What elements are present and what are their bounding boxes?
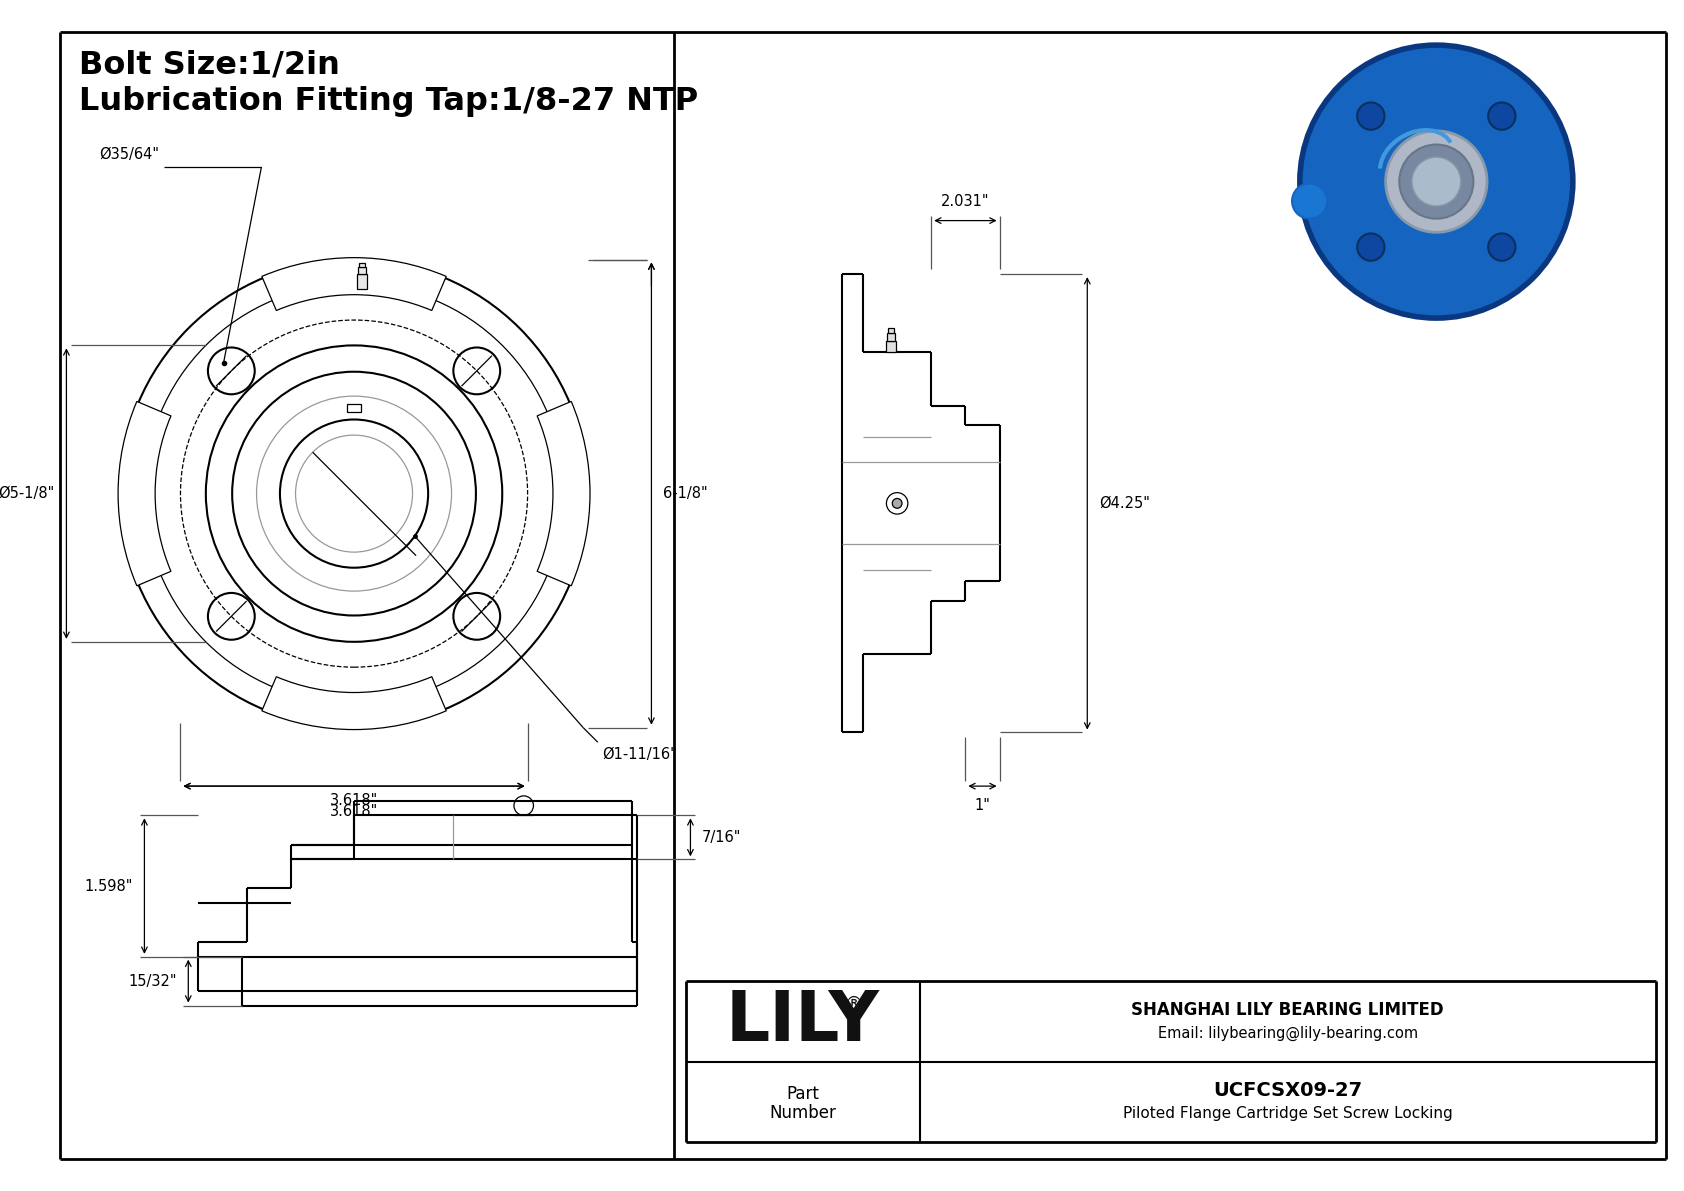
Circle shape <box>1386 131 1487 232</box>
Wedge shape <box>261 257 446 311</box>
Bar <box>347 404 360 412</box>
Bar <box>359 268 365 274</box>
Text: Email: lilybearing@lily-bearing.com: Email: lilybearing@lily-bearing.com <box>1157 1025 1418 1041</box>
Bar <box>886 341 896 353</box>
Bar <box>887 332 896 341</box>
Text: 7/16": 7/16" <box>702 830 741 844</box>
Wedge shape <box>261 676 446 730</box>
Text: Bolt Size:1/2in: Bolt Size:1/2in <box>79 50 340 81</box>
Text: Ø35/64": Ø35/64" <box>99 148 158 162</box>
Circle shape <box>1399 144 1474 219</box>
Circle shape <box>1357 102 1384 130</box>
Text: ®: ® <box>844 994 862 1012</box>
Text: 3.618": 3.618" <box>330 804 379 818</box>
Bar <box>889 328 894 332</box>
Text: 3.618": 3.618" <box>330 792 379 807</box>
Text: Part: Part <box>786 1085 818 1103</box>
Wedge shape <box>118 401 172 586</box>
Text: 2.031": 2.031" <box>941 194 990 208</box>
Wedge shape <box>537 401 589 586</box>
Circle shape <box>893 499 903 509</box>
Circle shape <box>1489 102 1516 130</box>
Text: 15/32": 15/32" <box>128 973 177 989</box>
Text: SHANGHAI LILY BEARING LIMITED: SHANGHAI LILY BEARING LIMITED <box>1132 1000 1443 1018</box>
Text: Lubrication Fitting Tap:1/8-27 NTP: Lubrication Fitting Tap:1/8-27 NTP <box>79 86 699 117</box>
Bar <box>359 262 365 268</box>
Text: Ø5-1/8": Ø5-1/8" <box>0 486 54 501</box>
Circle shape <box>1357 233 1384 261</box>
Text: 1.598": 1.598" <box>84 879 133 893</box>
Text: LILY: LILY <box>726 987 879 1055</box>
Text: Number: Number <box>770 1104 835 1122</box>
Text: 6-1/8": 6-1/8" <box>663 486 707 501</box>
Circle shape <box>1489 233 1516 261</box>
Text: 1": 1" <box>975 798 990 812</box>
Text: Ø1-11/16": Ø1-11/16" <box>603 747 677 762</box>
Bar <box>357 274 367 289</box>
Circle shape <box>1411 157 1460 206</box>
Circle shape <box>1300 45 1573 318</box>
Text: Piloted Flange Cartridge Set Screw Locking: Piloted Flange Cartridge Set Screw Locki… <box>1123 1106 1453 1121</box>
Text: UCFCSX09-27: UCFCSX09-27 <box>1212 1080 1362 1099</box>
Text: Ø4.25": Ø4.25" <box>1100 495 1150 511</box>
Circle shape <box>1292 183 1327 219</box>
